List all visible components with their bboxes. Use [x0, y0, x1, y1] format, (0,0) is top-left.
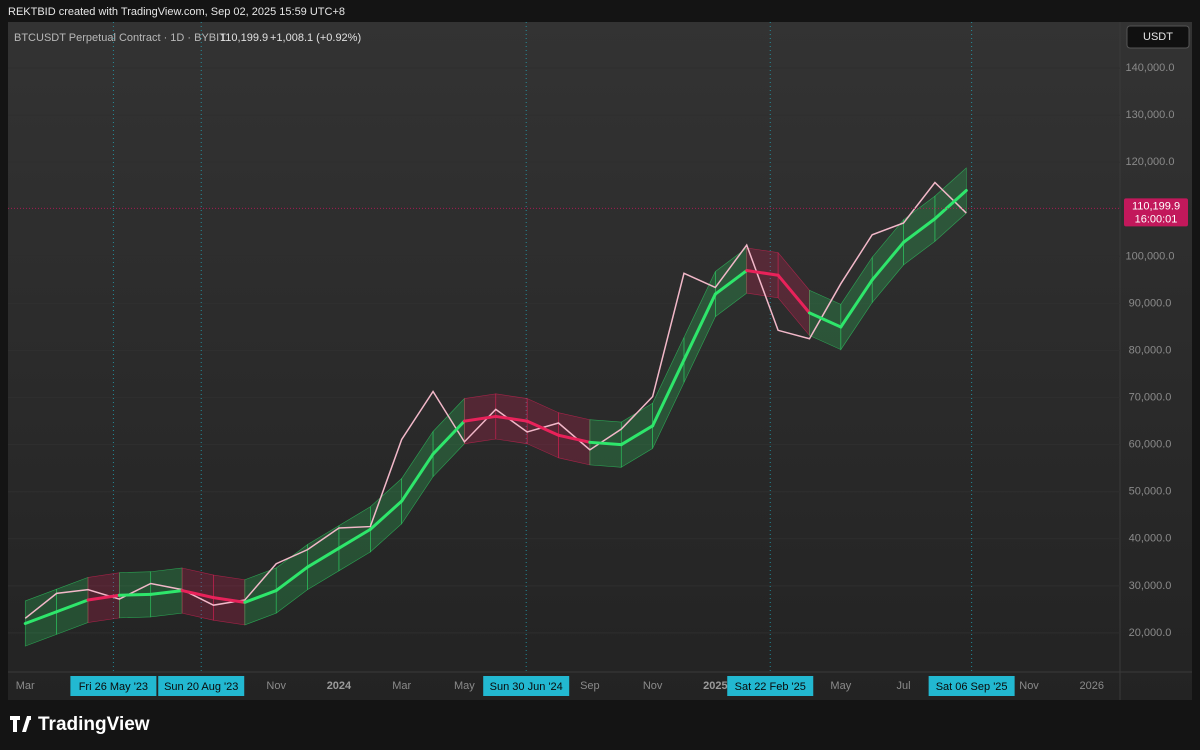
currency[interactable]: USDT [1143, 31, 1173, 43]
trend-line [431, 419, 466, 456]
x-tick-label: Mar [392, 680, 411, 692]
x-tick-label: 2025 [703, 680, 727, 692]
x-tick-label: May [830, 680, 851, 692]
trend-line [86, 593, 121, 602]
highlight-label: Fri 26 May '23 [79, 681, 148, 693]
highlight-box [483, 676, 570, 696]
x-tick-label: Nov [266, 680, 286, 692]
trend-line [180, 589, 215, 600]
trend-line [494, 414, 529, 423]
y-tick-label: 130,000.0 [1126, 109, 1175, 121]
highlight-label: Sat 22 Feb '25 [735, 681, 806, 693]
y-tick-label: 70,000.0 [1129, 392, 1172, 404]
trend-line [117, 592, 153, 597]
trend-line [243, 589, 278, 604]
x-tick-label: Mar [16, 680, 35, 692]
trend-line [807, 311, 843, 329]
trend-line [368, 499, 404, 531]
highlight-box [70, 676, 157, 696]
brand: TradingView [38, 714, 150, 735]
trend-line [274, 565, 310, 593]
last-price-label: 110,199.9 [1132, 200, 1180, 212]
header: REKTBID created with TradingView.com, Se… [8, 6, 345, 18]
trend-line [211, 596, 247, 604]
logo: TradingView [10, 714, 150, 735]
trend-line [933, 189, 968, 221]
y-tick-label: 50,000.0 [1129, 486, 1172, 498]
x-tick-label: Sep [580, 680, 600, 692]
trend-line [557, 433, 592, 444]
trend-line [713, 269, 749, 296]
y-tick-label: 30,000.0 [1129, 580, 1172, 592]
highlight-box [158, 676, 245, 696]
currency-button[interactable] [1126, 25, 1190, 49]
legend-price: 110,199.9 [220, 32, 268, 44]
x-tick-label: 2026 [1080, 680, 1104, 692]
last-price-box [1124, 198, 1188, 227]
trend-line [682, 292, 717, 362]
y-tick-label: 90,000.0 [1129, 297, 1172, 309]
y-tick-label: 20,000.0 [1129, 627, 1172, 639]
y-tick-label: 120,000.0 [1126, 156, 1175, 168]
trend-line [619, 424, 655, 447]
y-tick-label: 60,000.0 [1129, 439, 1172, 451]
trend-line [400, 452, 435, 503]
highlight-label: Sun 30 Jun '24 [490, 681, 563, 693]
trend-line [776, 273, 811, 315]
trend-line [462, 414, 498, 423]
plot [8, 22, 1120, 672]
trend-line [337, 527, 372, 550]
trend-line [870, 240, 906, 282]
y-tick-label: 100,000.0 [1126, 250, 1175, 262]
y-tick-label: 80,000.0 [1129, 344, 1172, 356]
y-tick-label: 40,000.0 [1129, 533, 1172, 545]
x-tick-label: Nov [1019, 680, 1039, 692]
trend-line [651, 358, 686, 428]
logo-mark [10, 716, 31, 732]
trend-line [55, 598, 90, 614]
countdown: 16:00:01 [1135, 213, 1178, 225]
highlight-label: Sun 20 Aug '23 [164, 681, 238, 693]
trend-line [588, 440, 623, 447]
trend-line [745, 269, 780, 277]
y-tick-label: 140,000.0 [1126, 62, 1175, 74]
x-tick-label: Nov [643, 680, 663, 692]
x-tick-label: May [454, 680, 475, 692]
x-tick-label: Jul [897, 680, 911, 692]
trend-line [525, 419, 561, 437]
chart-panel [8, 22, 1192, 700]
legend-change: +1,008.1 (+0.92%) [270, 32, 361, 44]
trend-line [23, 610, 59, 626]
trend-line [149, 589, 184, 596]
highlight-box [928, 676, 1015, 696]
highlight-label: Sat 06 Sep '25 [936, 681, 1008, 693]
symbol: BTCUSDT Perpetual Contract · 1D · BYBIT [14, 32, 226, 44]
trend-line [839, 278, 874, 329]
x-tick-label: 2024 [327, 680, 352, 692]
highlight-box [727, 676, 814, 696]
trend-line [902, 217, 937, 244]
trend-line [306, 546, 341, 569]
